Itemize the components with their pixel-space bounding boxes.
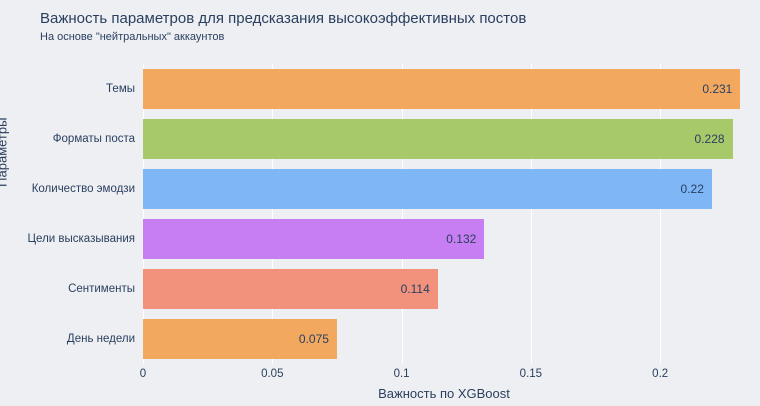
x-tick-label: 0 bbox=[139, 368, 147, 380]
x-tick-label: 0.2 bbox=[652, 368, 669, 380]
bar-value-label: 0.075 bbox=[298, 332, 329, 346]
bar-value-label: 0.114 bbox=[400, 282, 430, 296]
gridline bbox=[660, 64, 662, 364]
bar: 0.231 bbox=[143, 69, 741, 109]
category-label: Количество эмодзи bbox=[31, 183, 135, 195]
y-axis-category-labels: Темы Форматы поста Количество эмодзи Цели в… bbox=[0, 64, 135, 364]
x-axis-title: Важность по XGBoost bbox=[378, 386, 510, 401]
gridline bbox=[272, 64, 274, 364]
category-label: День недели bbox=[66, 333, 135, 345]
bar-value-label: 0.132 bbox=[446, 232, 477, 246]
bar: 0.22 bbox=[143, 169, 712, 209]
x-tick-label: 0.1 bbox=[393, 368, 410, 380]
x-tick-label: 0.15 bbox=[519, 368, 543, 380]
chart-title: Важность параметров для предсказания выс… bbox=[40, 10, 527, 27]
bar-value-label: 0.22 bbox=[680, 182, 704, 196]
category-label: Сентименты bbox=[68, 283, 135, 295]
gridline bbox=[401, 64, 403, 364]
bar: 0.228 bbox=[143, 119, 733, 159]
category-label: Форматы поста bbox=[52, 133, 135, 145]
category-label: Темы bbox=[106, 83, 135, 95]
bar: 0.075 bbox=[143, 319, 337, 359]
plot-area: 0.231 0.228 0.22 0.132 0.114 0.075 bbox=[143, 64, 745, 364]
x-axis-tick-labels: 0 0.05 0.1 0.15 0.2 bbox=[139, 368, 745, 384]
gridline bbox=[530, 64, 532, 364]
x-tick-label: 0.05 bbox=[261, 368, 284, 380]
category-label: Цели высказывания bbox=[27, 233, 135, 245]
bar-value-label: 0.231 bbox=[702, 82, 733, 96]
bar: 0.114 bbox=[143, 269, 438, 309]
bar-value-label: 0.228 bbox=[694, 132, 725, 146]
gridline bbox=[143, 64, 144, 364]
chart-subtitle: На основе "нейтральных" аккаунтов bbox=[40, 31, 225, 43]
bar: 0.132 bbox=[143, 219, 485, 259]
